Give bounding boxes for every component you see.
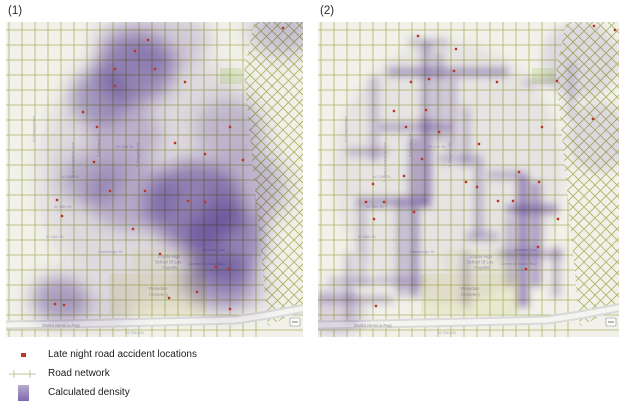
accident-dot: [214, 265, 218, 269]
accident-dot: [475, 185, 479, 189]
accident-dot: [424, 108, 428, 112]
accident-dot: [81, 110, 85, 114]
accident-dot: [146, 38, 150, 42]
legend-label-road-network: Road network: [48, 368, 110, 379]
accident-marker-icon: [20, 352, 26, 357]
accident-dot: [556, 217, 560, 221]
accident-dot: [511, 199, 515, 203]
accident-dot: [228, 307, 232, 311]
panel-2-label: (2): [320, 5, 335, 17]
accident-dot: [496, 199, 500, 203]
accident-dot: [95, 125, 99, 129]
accident-dot: [392, 109, 396, 113]
panel-1-label: (1): [8, 5, 23, 17]
accident-dot: [536, 245, 540, 249]
accident-dot: [524, 267, 528, 271]
accident-dot: [371, 182, 375, 186]
accident-dot: [495, 80, 499, 84]
accident-dot: [420, 157, 424, 161]
map-panel-2: (2) Santa Monica Fwy Loyola High School Of…: [318, 4, 619, 337]
road-network-icon: [9, 369, 36, 378]
accident-dot: [53, 302, 57, 306]
accident-dot: [477, 142, 481, 146]
accident-dot: [203, 200, 207, 204]
accident-dot: [452, 69, 456, 73]
street-label: Santa Monica Fwy: [354, 323, 392, 328]
legend-label-density: Calculated density: [48, 387, 130, 398]
accident-dot: [108, 189, 112, 193]
accident-dot: [372, 217, 376, 221]
accident-dot: [131, 227, 135, 231]
street-label: Santa Monica Fwy: [42, 323, 80, 328]
accident-dot: [613, 28, 617, 32]
accident-dot: [241, 158, 245, 162]
accident-dot: [55, 198, 59, 202]
map-panel-1: (1) Santa Monica Fwy Loyola High School Of…: [6, 4, 303, 337]
accident-dot: [540, 125, 544, 129]
legend-row-road-network: Road network: [6, 364, 197, 383]
legend-row-density: Calculated density: [6, 383, 197, 402]
accident-dot: [92, 160, 96, 164]
accident-dot: [228, 125, 232, 129]
accident-dot: [402, 174, 406, 178]
accident-dot: [113, 67, 117, 71]
accident-dot: [60, 214, 64, 218]
accident-dot: [416, 34, 420, 38]
accident-dot: [153, 67, 157, 71]
density-swatch-icon: [17, 384, 29, 401]
accident-dot: [454, 47, 458, 51]
accident-dot: [404, 125, 408, 129]
accident-dot: [427, 77, 431, 81]
accident-dot: [158, 252, 162, 256]
accident-dot: [186, 199, 190, 203]
accident-dot: [203, 152, 207, 156]
accident-dot: [591, 117, 595, 121]
accident-dot: [464, 180, 468, 184]
accident-dot: [409, 80, 413, 84]
accident-dot: [374, 304, 378, 308]
legend: Late night road accident locations Road …: [6, 345, 197, 402]
scale-inset-icon: [289, 317, 301, 327]
accident-dot: [517, 170, 521, 174]
accident-dot: [183, 80, 187, 84]
street-label: W 23rd St: [438, 330, 457, 335]
accident-dot: [143, 189, 147, 193]
accident-dot: [592, 24, 596, 28]
street-label: S Vermont Ave: [31, 115, 36, 142]
accident-dot: [167, 296, 171, 300]
legend-label-accidents: Late night road accident locations: [48, 349, 197, 360]
accident-dot: [113, 84, 117, 88]
street-label: W 23rd St: [126, 330, 145, 335]
accident-dot: [281, 26, 285, 30]
accident-dot: [227, 267, 231, 271]
accident-dot: [173, 141, 177, 145]
accident-dot: [555, 79, 559, 83]
accident-dot: [195, 290, 199, 294]
legend-row-accidents: Late night road accident locations: [6, 345, 197, 364]
accident-dot: [133, 49, 137, 53]
accident-dot: [437, 130, 441, 134]
accident-dot: [412, 210, 416, 214]
accident-dot: [62, 303, 66, 307]
accident-dot: [537, 180, 541, 184]
accident-dot: [382, 200, 386, 204]
scale-inset-icon: [605, 317, 617, 327]
accident-dot: [364, 200, 368, 204]
